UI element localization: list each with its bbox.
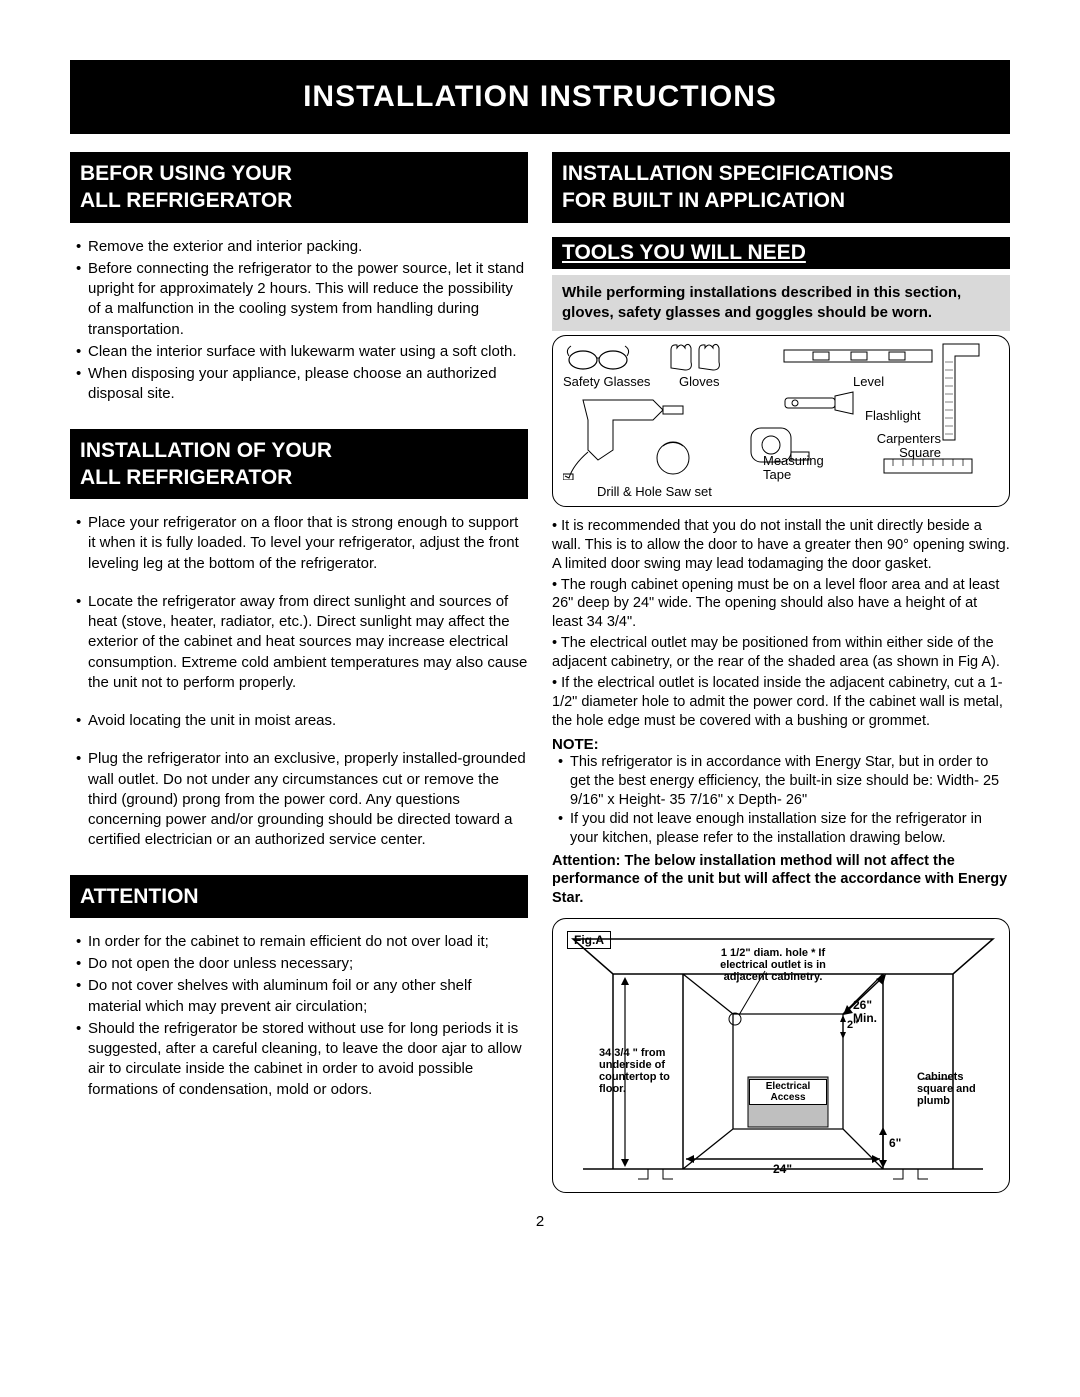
tool-label: Safety Glasses xyxy=(563,374,650,389)
note-label: NOTE: xyxy=(552,736,1010,753)
installation-header: INSTALLATION OF YOUR ALL REFRIGERATOR xyxy=(70,429,528,500)
specs-header: INSTALLATION SPECIFICATIONS FOR BUILT IN… xyxy=(552,152,1010,223)
before-using-header: BEFOR USING YOUR ALL REFRIGERATOR xyxy=(70,152,528,223)
list-item: When disposing your appliance, please ch… xyxy=(76,364,528,405)
attention-list: In order for the cabinet to remain effic… xyxy=(70,932,528,1100)
list-item: Remove the exterior and interior packing… xyxy=(76,237,528,257)
fig-text: 6" xyxy=(889,1137,901,1150)
tool-label: Measuring Tape xyxy=(763,454,833,483)
list-item: Avoid locating the unit in moist areas. xyxy=(76,711,528,731)
list-item: Plug the refrigerator into an exclusive,… xyxy=(76,749,528,850)
header-line: FOR BUILT IN APPLICATION xyxy=(562,189,845,212)
header-line: ALL REFRIGERATOR xyxy=(80,466,292,489)
tools-diagram: Safety Glasses Gloves Level Flashlight xyxy=(552,335,1010,507)
figure-a-diagram: Fig.A xyxy=(552,918,1010,1193)
page-number: 2 xyxy=(70,1213,1010,1230)
body-paragraph: • It is recommended that you do not inst… xyxy=(552,517,1010,574)
fig-text: 26" Min. xyxy=(853,999,893,1025)
header-line: INSTALLATION SPECIFICATIONS xyxy=(562,162,893,185)
fig-text: Cabinets square and plumb xyxy=(917,1071,987,1107)
attention-header: ATTENTION xyxy=(70,875,528,918)
fig-text: 34 3/4 " from underside of countertop to… xyxy=(599,1047,681,1095)
gloves-icon xyxy=(663,340,723,374)
tool-label: Level xyxy=(853,374,884,389)
list-item: If you did not leave enough installation… xyxy=(558,810,1010,848)
fig-text: Electrical Access xyxy=(749,1079,827,1105)
left-column: BEFOR USING YOUR ALL REFRIGERATOR Remove… xyxy=(70,152,528,1193)
level-icon xyxy=(783,346,933,366)
safety-warning: While performing installations described… xyxy=(552,275,1010,332)
tools-header: TOOLS YOU WILL NEED xyxy=(552,237,1010,269)
tool-label: Flashlight xyxy=(865,408,921,423)
list-item: This refrigerator is in accordance with … xyxy=(558,753,1010,810)
list-item: Do not cover shelves with aluminum foil … xyxy=(76,976,528,1017)
body-paragraph: • The electrical outlet may be positione… xyxy=(552,634,1010,672)
tool-label: Drill & Hole Saw set xyxy=(597,484,712,499)
fig-text: 1 1/2" diam. hole * If electrical outlet… xyxy=(713,947,833,983)
fig-text: 24" xyxy=(773,1163,792,1176)
list-item: Locate the refrigerator away from direct… xyxy=(76,592,528,693)
list-item: Do not open the door unless necessary; xyxy=(76,954,528,974)
fig-text: 2" xyxy=(847,1019,858,1031)
ruler-icon xyxy=(883,458,973,476)
safety-glasses-icon xyxy=(563,342,633,372)
list-item: Should the refrigerator be stored withou… xyxy=(76,1019,528,1100)
list-item: Before connecting the refrigerator to th… xyxy=(76,259,528,340)
attention-note: Attention: The below installation method… xyxy=(552,852,1010,909)
square-icon xyxy=(941,342,981,442)
header-line: BEFOR USING YOUR xyxy=(80,162,292,185)
list-item: Place your refrigerator on a floor that … xyxy=(76,513,528,574)
header-line: INSTALLATION OF YOUR xyxy=(80,439,332,462)
header-line: ALL REFRIGERATOR xyxy=(80,189,292,212)
two-column-layout: BEFOR USING YOUR ALL REFRIGERATOR Remove… xyxy=(70,152,1010,1193)
right-column: INSTALLATION SPECIFICATIONS FOR BUILT IN… xyxy=(552,152,1010,1193)
before-using-list: Remove the exterior and interior packing… xyxy=(70,237,528,405)
drill-icon xyxy=(563,390,693,480)
body-paragraph: • The rough cabinet opening must be on a… xyxy=(552,576,1010,633)
note-list: This refrigerator is in accordance with … xyxy=(552,753,1010,847)
flashlight-icon xyxy=(783,390,863,416)
body-paragraph: • If the electrical outlet is located in… xyxy=(552,674,1010,731)
installation-list: Place your refrigerator on a floor that … xyxy=(70,513,528,851)
tool-label: Carpenters Square xyxy=(873,432,941,461)
tool-label: Gloves xyxy=(679,374,719,389)
list-item: Clean the interior surface with lukewarm… xyxy=(76,342,528,362)
list-item: In order for the cabinet to remain effic… xyxy=(76,932,528,952)
main-title: INSTALLATION INSTRUCTIONS xyxy=(70,60,1010,134)
